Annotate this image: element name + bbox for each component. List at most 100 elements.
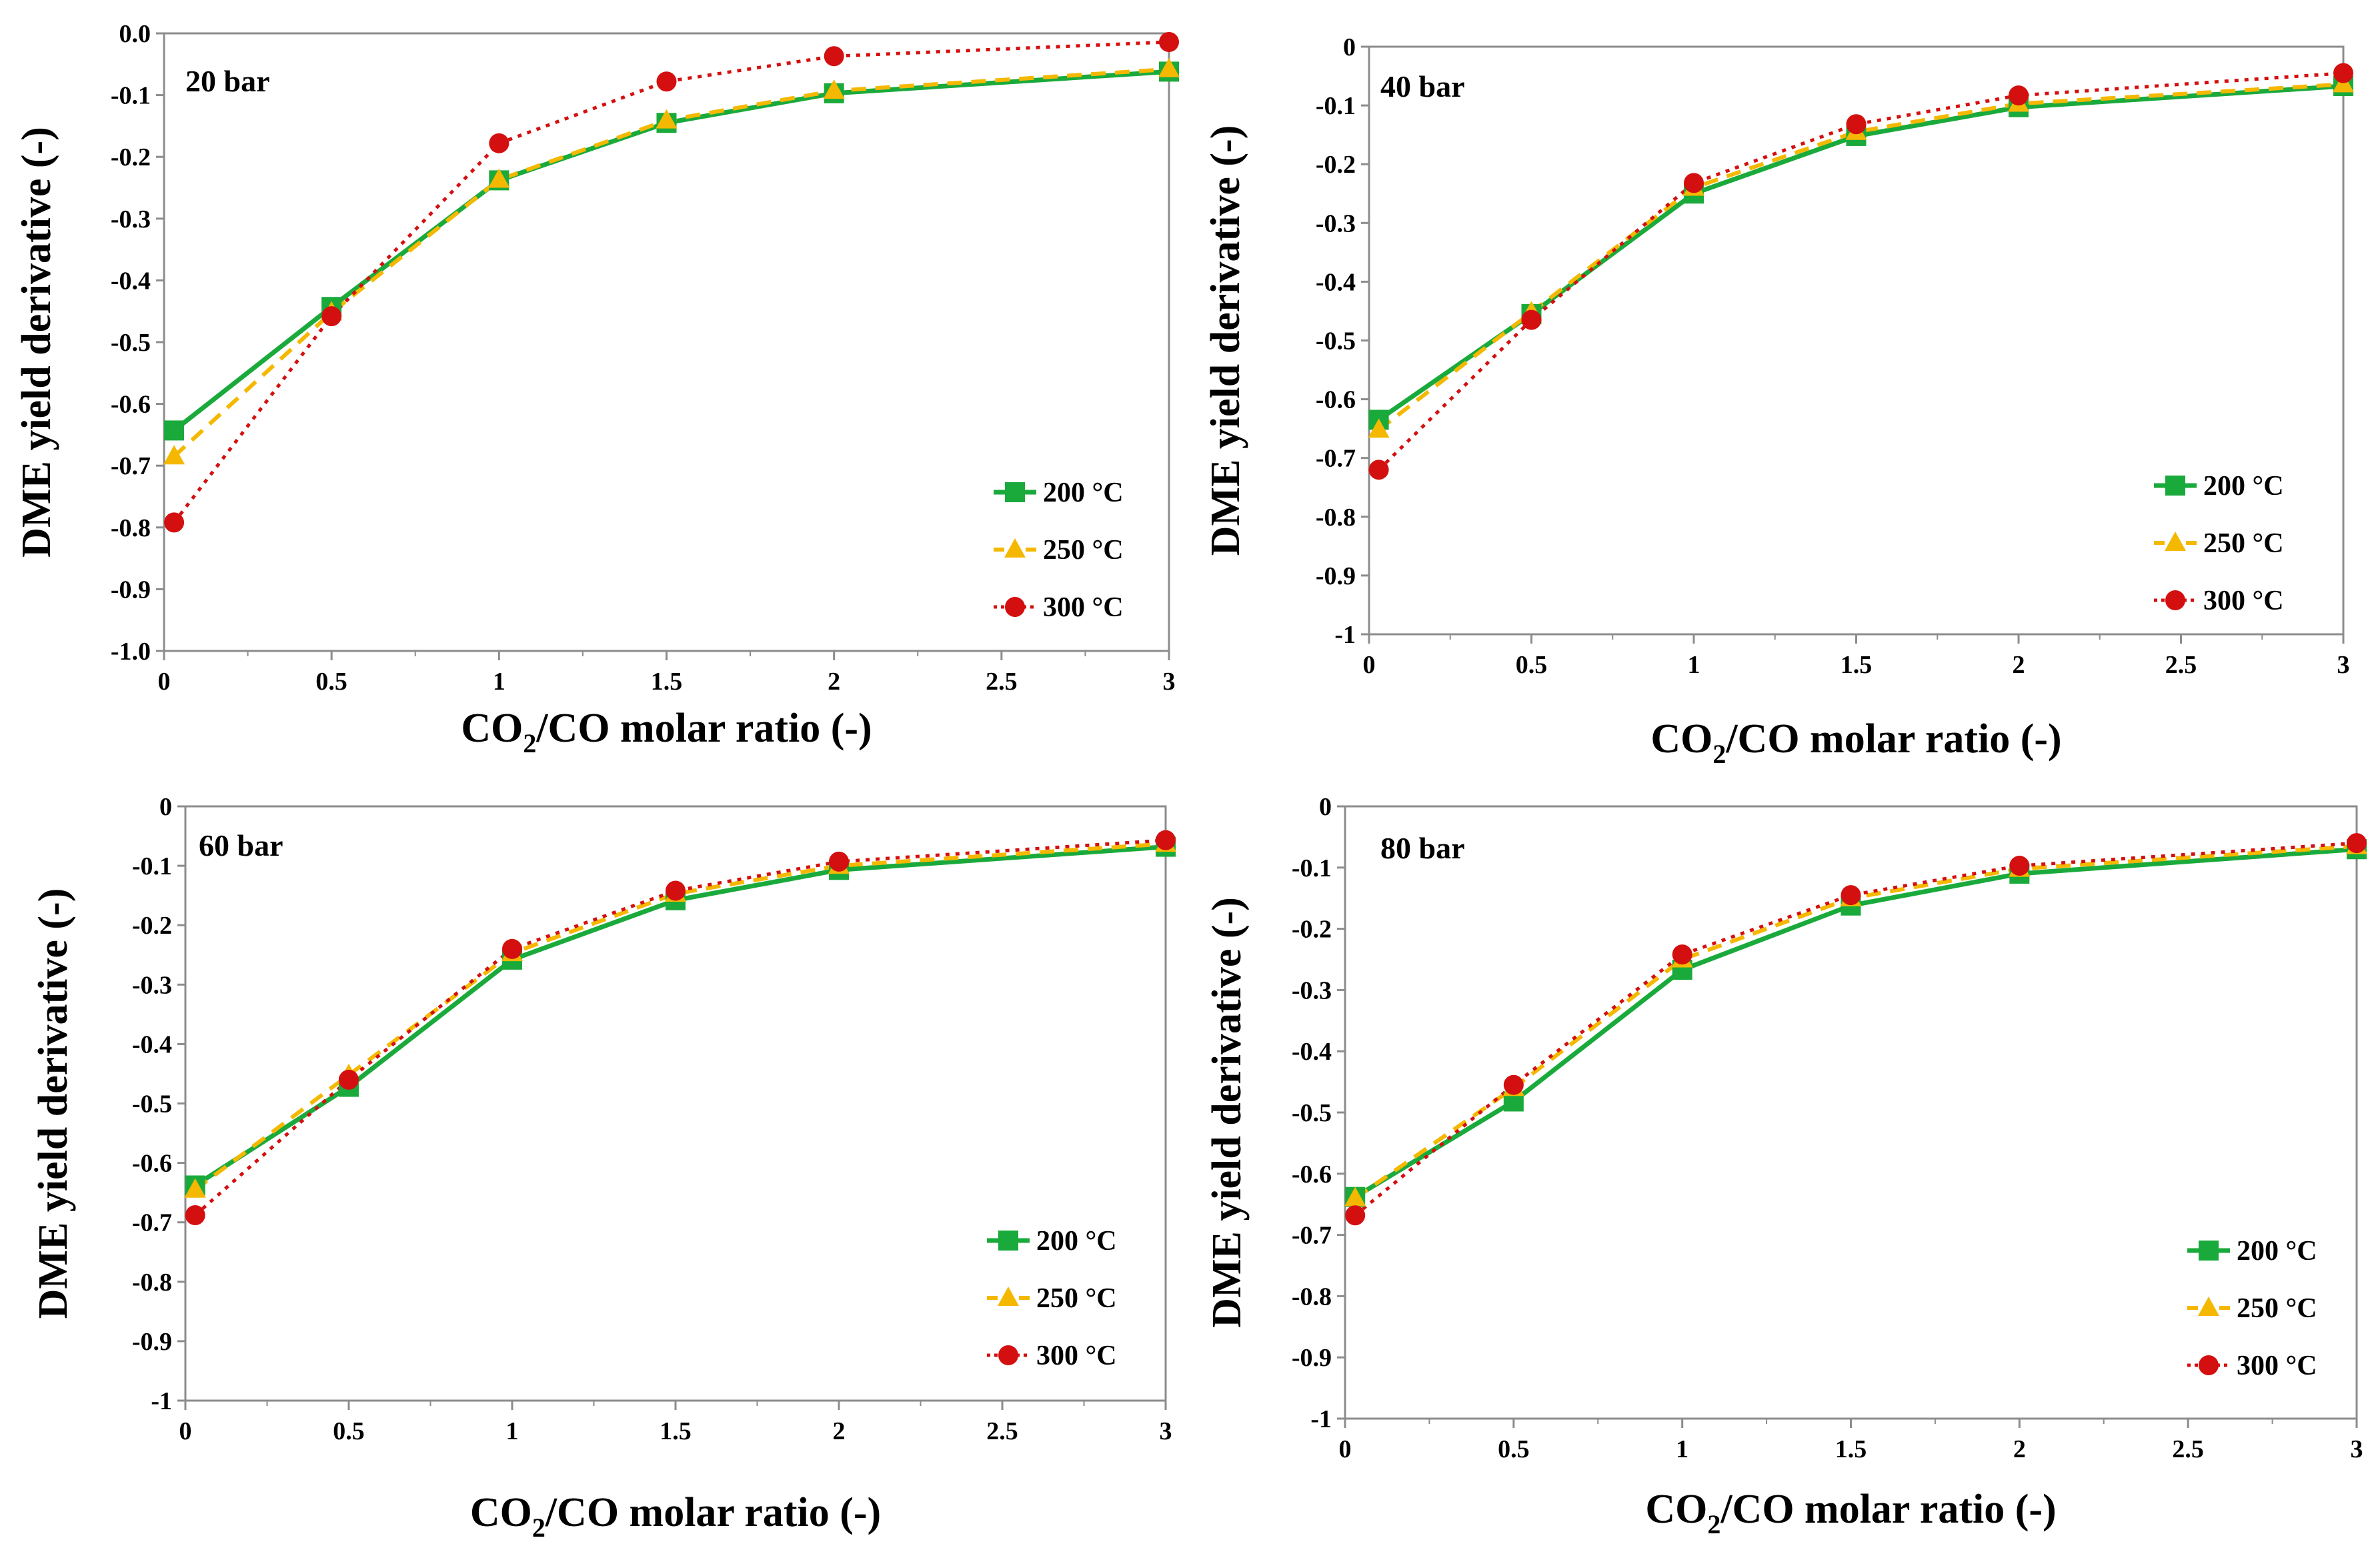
y-tick-label: -0.9 [132, 1328, 172, 1356]
legend-label-s200: 200 °C [1036, 1226, 1117, 1257]
legend-marker-s250 [2198, 1297, 2219, 1316]
x-tick-label: 0 [179, 1417, 192, 1445]
chart-panel-3: 0-0.1-0.2-0.3-0.4-0.5-0.6-0.7-0.8-0.9-10… [31, 793, 1176, 1543]
y-tick-label: -0.7 [132, 1209, 172, 1237]
y-tick-label: -0.2 [1316, 151, 1356, 179]
panel-title: 40 bar [1380, 69, 1465, 103]
data-point-s300 [824, 46, 844, 67]
series-line-s200 [193, 844, 1166, 1188]
data-point-s300 [1503, 1074, 1524, 1095]
data-point-s300 [489, 133, 509, 153]
legend-marker-s200 [2165, 476, 2185, 496]
y-tick-label: -0.5 [1292, 1099, 1332, 1127]
y-tick-label: -0.4 [132, 1030, 172, 1058]
legend-marker-s300 [2199, 1355, 2219, 1375]
x-axis-label: CO2/CO molar ratio (-) [461, 706, 872, 758]
legend-marker-s250 [1004, 538, 1026, 558]
x-tick-label: 2.5 [2165, 651, 2197, 679]
y-tick-label: -0.5 [111, 329, 151, 357]
x-tick-label: 2 [2013, 651, 2025, 679]
data-point-s300 [321, 306, 342, 327]
data-point-s300 [502, 938, 522, 959]
data-point-s300 [339, 1069, 359, 1090]
data-point-s250 [823, 79, 845, 99]
y-tick-label: -0.2 [1292, 916, 1332, 944]
legend-label-s300: 300 °C [2203, 586, 2284, 616]
data-point-s300 [2009, 856, 2030, 876]
x-tick-label: 3 [2351, 1435, 2363, 1463]
x-tick-label: 3 [1163, 668, 1176, 696]
data-point-s300 [185, 1205, 205, 1226]
series-line-s300 [1354, 841, 2357, 1217]
data-point-s250 [488, 168, 510, 188]
x-tick-label: 0 [158, 668, 171, 696]
y-tick-label: -0.9 [1316, 562, 1356, 590]
data-point-s300 [1345, 1205, 1366, 1226]
x-tick-label: 1.5 [1841, 651, 1873, 679]
x-tick-label: 0.5 [315, 668, 347, 696]
series-line-s300 [1377, 71, 2344, 472]
y-tick-label: -0.4 [1316, 268, 1356, 296]
x-tick-label: 2.5 [986, 1417, 1018, 1445]
data-point-s300 [2347, 833, 2367, 854]
y-tick-label: -0.1 [1292, 854, 1332, 882]
y-tick-label: -0.3 [1292, 976, 1332, 1004]
legend: 200 °C 250 °C 300 °C [994, 478, 1124, 623]
panel-title: 20 bar [185, 64, 270, 98]
y-tick-label: -1 [1334, 621, 1356, 649]
panel-title: 80 bar [1380, 831, 1465, 865]
y-tick-label: -0.2 [111, 143, 151, 171]
legend: 200 °C 250 °C 300 °C [987, 1226, 1117, 1371]
x-tick-label: 0.5 [1498, 1435, 1530, 1463]
y-tick-label: -0.5 [132, 1090, 172, 1118]
panel-title: 60 bar [199, 828, 283, 862]
x-tick-label: 1 [1688, 651, 1700, 679]
data-point-s300 [1846, 114, 1867, 135]
y-tick-label: -0.7 [1292, 1222, 1332, 1250]
y-tick-label: -0.1 [111, 82, 151, 110]
y-tick-label: -0.7 [111, 452, 151, 480]
x-tick-label: 3 [1160, 1417, 1172, 1445]
y-axis-label: DME yield derivative (-) [1203, 125, 1248, 556]
y-tick-label: -1 [151, 1387, 172, 1415]
series-line-s200 [1377, 83, 2344, 422]
chart-panel-1: 0.0 -0.1 -0.2 -0.3 -0.4 -0.5 -0.6 -0.7 -0.8 -0.9 -… [14, 20, 1180, 758]
data-point-s250 [184, 1178, 206, 1198]
y-tick-label: -0.2 [132, 912, 172, 940]
y-tick-label: -0.8 [132, 1269, 172, 1297]
y-axis-label: DME yield derivative (-) [1204, 897, 1250, 1328]
legend-label-s200: 200 °C [2203, 471, 2284, 502]
data-point-s300 [1156, 830, 1176, 850]
y-tick-label: -0.3 [1316, 209, 1356, 237]
x-tick-label: 1.5 [651, 668, 683, 696]
data-point-s300 [829, 851, 849, 872]
x-tick-label: 2.5 [2172, 1435, 2204, 1463]
data-point-s300 [2333, 63, 2353, 83]
series-line-s250 [1377, 82, 2344, 432]
legend-label-s250: 250 °C [2203, 528, 2284, 559]
data-point-s300 [164, 512, 185, 533]
series-line-s200 [1354, 846, 2357, 1199]
series-line-s250 [173, 67, 1170, 458]
y-tick-label: -0.5 [1316, 327, 1356, 355]
legend-label-s250: 250 °C [1036, 1283, 1117, 1314]
data-point-s250 [1158, 57, 1180, 77]
x-tick-label: 1 [493, 668, 505, 696]
legend-label-s200: 200 °C [2237, 1236, 2317, 1267]
series-line-s250 [193, 842, 1166, 1192]
y-tick-label: 0.0 [119, 20, 151, 48]
data-point-s300 [666, 880, 686, 901]
y-tick-label: -0.1 [1316, 92, 1356, 120]
legend-marker-s300 [2165, 590, 2185, 610]
x-tick-label: 3 [2337, 651, 2350, 679]
legend-marker-s200 [2199, 1241, 2219, 1261]
x-tick-label: 1 [506, 1417, 519, 1445]
y-tick-label: -0.4 [111, 267, 151, 295]
data-point-s300 [1841, 885, 1861, 906]
series-line-s250 [1354, 844, 2357, 1200]
x-axis-label: CO2/CO molar ratio (-) [470, 1490, 881, 1543]
x-tick-label: 1.5 [1835, 1435, 1867, 1463]
y-tick-label: -1.0 [111, 638, 151, 666]
x-tick-label: 0.5 [333, 1417, 365, 1445]
